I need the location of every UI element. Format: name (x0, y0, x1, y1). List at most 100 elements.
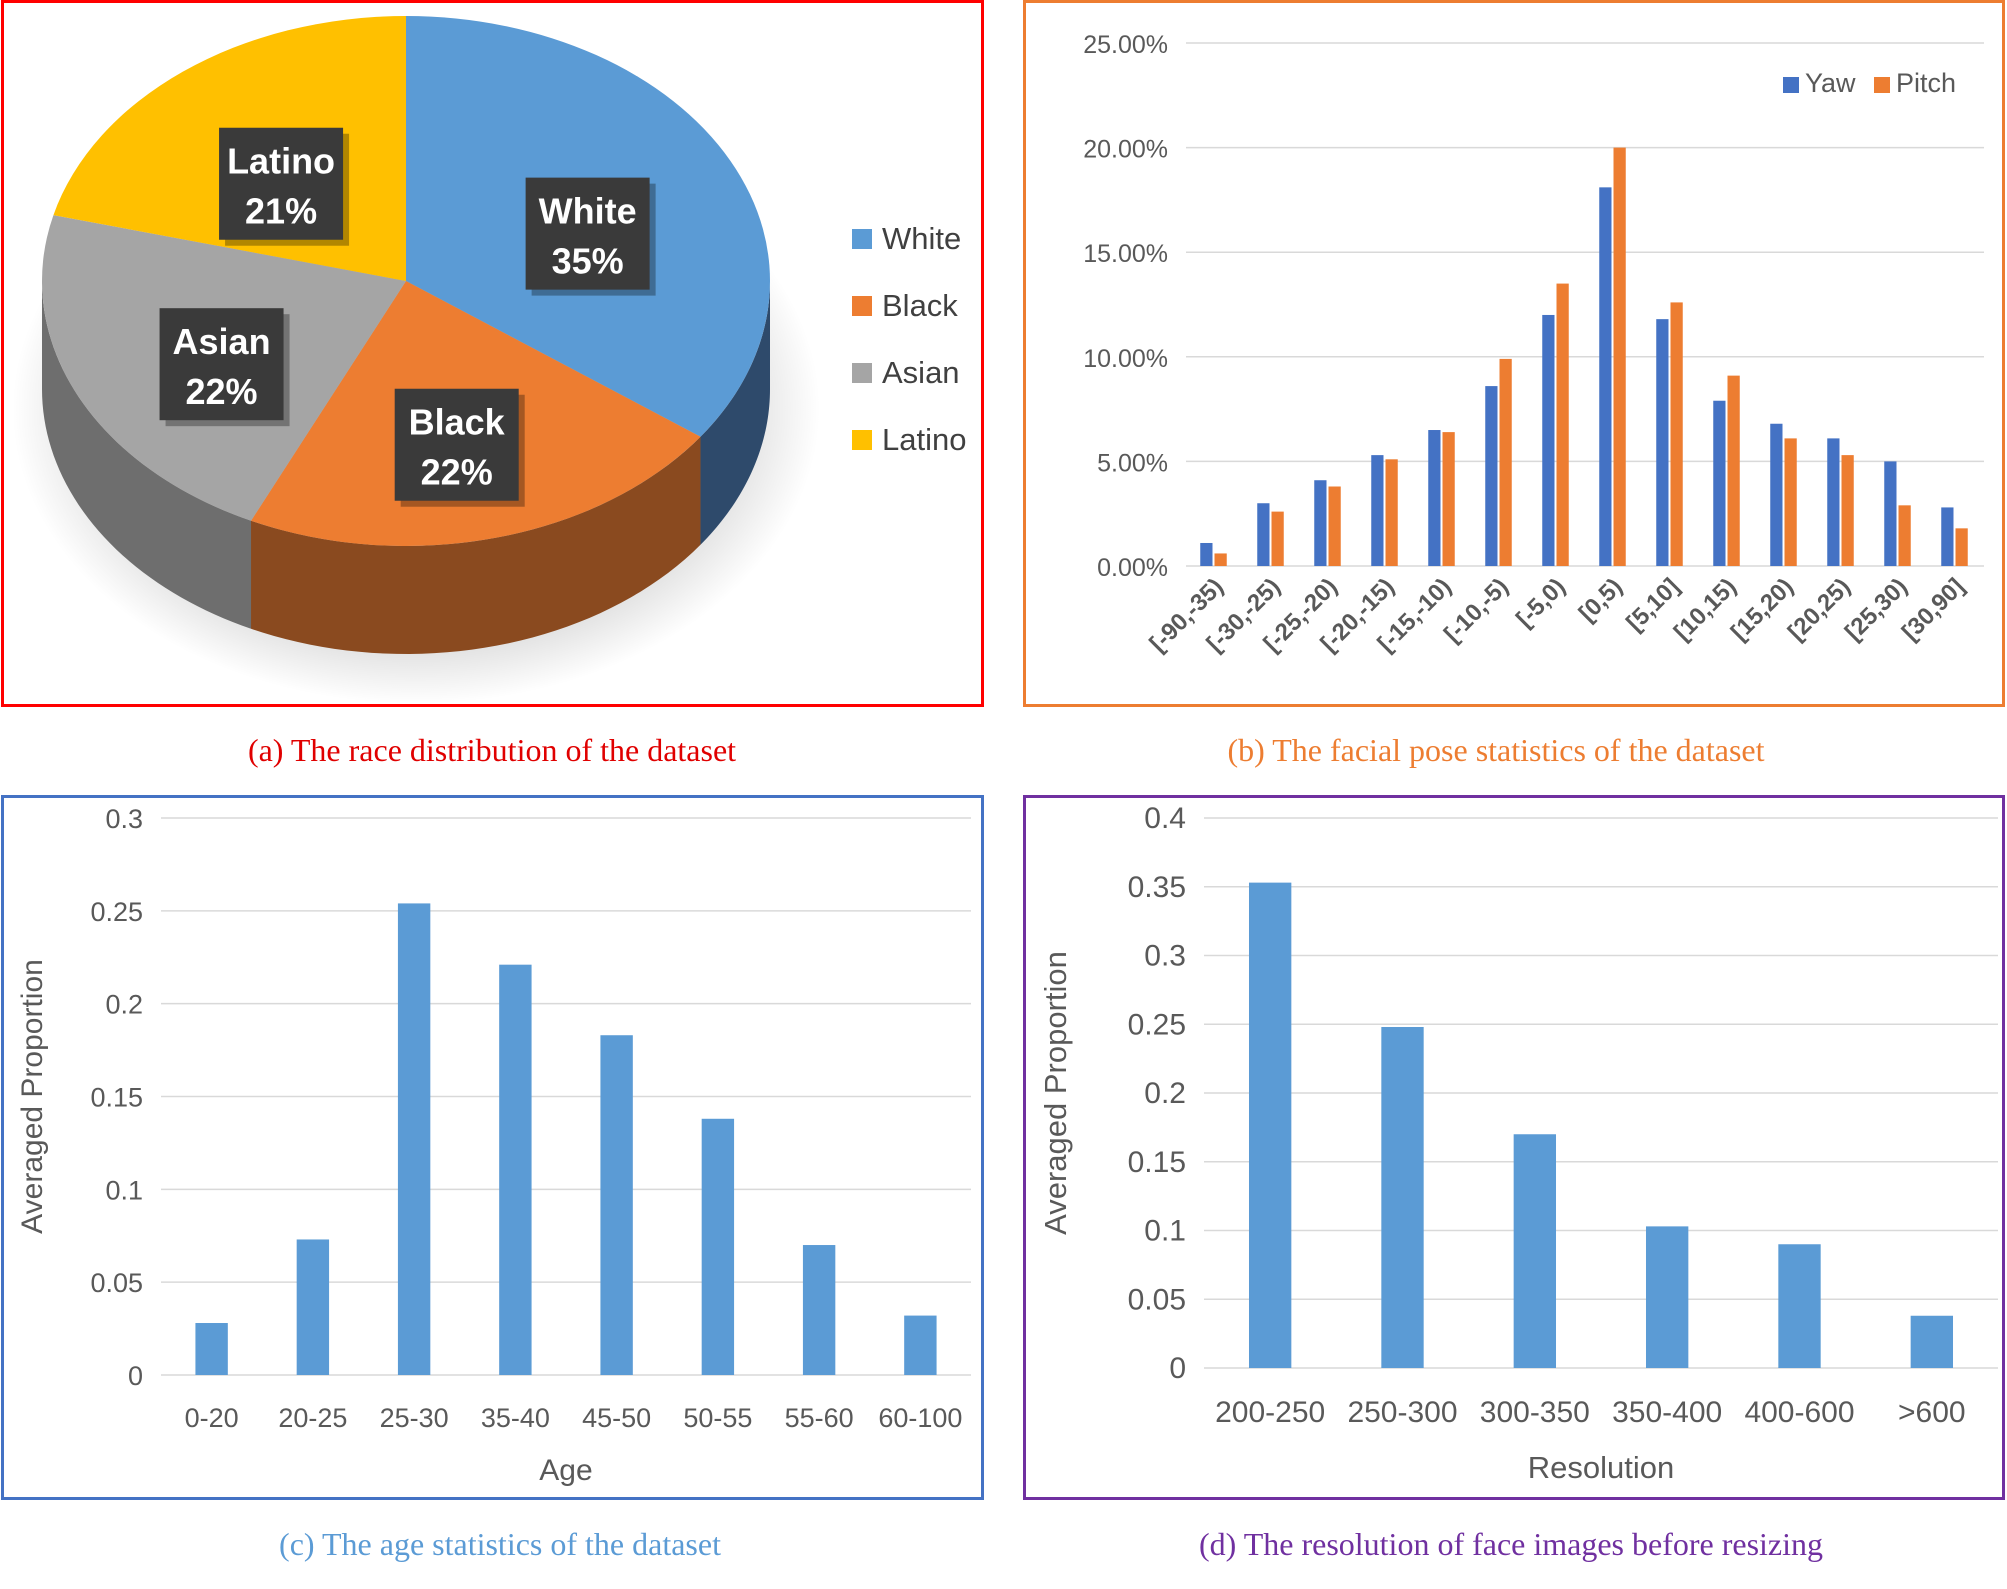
legend-swatch-yaw (1783, 77, 1799, 93)
bar-yaw-5-10 (1656, 319, 1669, 566)
pie-label-value-asian: 22% (186, 371, 258, 412)
bar-pitch-25-30 (1898, 505, 1911, 566)
x-tick-label: 250-300 (1347, 1396, 1457, 1429)
bar-35-40 (499, 964, 532, 1375)
y-tick-label: 25.00% (1083, 31, 1168, 59)
y-tick-label: 0.15 (1128, 1146, 1186, 1179)
caption-age-statistics: (c) The age statistics of the dataset (279, 1526, 721, 1562)
y-tick-label: 0.3 (1144, 940, 1186, 973)
pie-label-name-asian: Asian (173, 321, 271, 362)
bar-60-100 (904, 1315, 937, 1375)
x-tick-label: [30,90] (1897, 573, 1970, 646)
pie-label-value-latino: 21% (245, 191, 317, 232)
bar-yaw-25-30 (1884, 461, 1897, 566)
bar-yaw-15-10 (1428, 430, 1441, 566)
bar-pitch-0-5 (1613, 147, 1626, 566)
y-tick-label: 0.1 (1144, 1215, 1186, 1248)
legend-swatch-black (852, 296, 872, 316)
bar-yaw-20-25 (1827, 438, 1840, 566)
y-tick-label: 0.2 (105, 990, 143, 1020)
legend-label-white: White (882, 221, 961, 256)
bar-yaw-25-20 (1314, 480, 1327, 566)
bar-50-55 (701, 1118, 735, 1375)
legend-label-latino: Latino (882, 422, 966, 457)
y-tick-label: 0.15 (90, 1083, 143, 1113)
x-tick-label: [0,5) (1574, 573, 1628, 627)
y-tick-label: 0.00% (1097, 554, 1168, 582)
pie-side-asian (42, 281, 252, 629)
bar-yaw-90-35 (1200, 542, 1213, 566)
bar-yaw-20-15 (1371, 455, 1384, 566)
y-tick-label: 20.00% (1083, 136, 1168, 164)
caption-resolution: (d) The resolution of face images before… (1198, 1526, 1824, 1562)
bar-pitch-30-25 (1271, 511, 1284, 566)
pie-label-box-latino (219, 127, 344, 240)
panel-facial-pose: 0.00% 5.00% 10.00% 15.00% 20.00% 25.00% [-90,-… (1023, 0, 2005, 707)
bar-yaw-10-15 (1713, 400, 1726, 566)
x-tick-label: 0-20 (185, 1403, 239, 1433)
bar-pitch-15-10 (1442, 432, 1455, 566)
x-tick-label: 50-55 (683, 1403, 752, 1433)
y-tick-label: 0.35 (1128, 871, 1186, 904)
legend-label-asian: Asian (882, 355, 960, 390)
y-tick-label: 0.4 (1144, 802, 1186, 835)
bar-600 (1910, 1315, 1954, 1368)
legend-swatch-pitch (1874, 77, 1890, 93)
y-tick-label: 0.3 (105, 804, 143, 834)
bar-pitch-20-15 (1385, 459, 1398, 566)
bar-yaw-10-5 (1485, 386, 1498, 566)
x-tick-label: 35-40 (481, 1403, 550, 1433)
pie-label-value-black: 22% (421, 452, 493, 493)
pie-label-box-black (394, 388, 519, 501)
x-tick-label: [15,20) (1726, 573, 1799, 646)
legend-label-pitch: Pitch (1896, 68, 1956, 98)
bar-pitch-25-20 (1328, 486, 1341, 566)
y-tick-label: 0 (128, 1361, 143, 1391)
panel-race-distribution: White 35% Black 22% Asian 22% Latino 21% White Bl… (1, 0, 984, 707)
x-tick-label: [10,15) (1669, 573, 1742, 646)
pie-label-box-white (525, 177, 650, 290)
bar-200-250 (1248, 882, 1292, 1368)
bar-25-30 (397, 903, 431, 1375)
y-tick-label: 0.05 (90, 1268, 143, 1298)
bar-pitch-5-10 (1670, 302, 1683, 566)
bar-yaw-5-0 (1542, 314, 1555, 566)
x-tick-label: [-5,0) (1511, 573, 1571, 633)
caption-facial-pose: (b) The facial pose statistics of the da… (1227, 732, 1765, 768)
bar-yaw-15-20 (1770, 423, 1783, 566)
bar-pitch-15-20 (1784, 438, 1797, 566)
bar-250-300 (1381, 1027, 1424, 1368)
x-tick-label: [20,25) (1783, 573, 1856, 646)
x-tick-label: 300-350 (1480, 1396, 1590, 1429)
pie-label-value-white: 35% (552, 241, 624, 282)
bar-yaw-30-25 (1257, 503, 1270, 566)
x-tick-label: 400-600 (1744, 1396, 1854, 1429)
x-axis-label: Resolution (1528, 1450, 1674, 1485)
x-tick-label: [25,30) (1840, 573, 1913, 646)
bar-pitch-90-35 (1214, 553, 1227, 566)
legend-label-yaw: Yaw (1805, 68, 1856, 98)
bar-400-600 (1778, 1244, 1821, 1368)
y-tick-label: 5.00% (1097, 449, 1168, 477)
y-tick-label: 0.2 (1144, 1077, 1186, 1110)
y-tick-label: 10.00% (1083, 345, 1168, 373)
y-tick-label: 15.00% (1083, 240, 1168, 268)
bar-pitch-10-5 (1499, 358, 1512, 566)
pie-label-box-asian (159, 308, 284, 421)
age-bar-chart: 0 0.05 0.1 0.15 0.2 0.25 0.3 0-20 20-25 25-30 35-4… (16, 804, 971, 1487)
legend-swatch-asian (852, 363, 872, 383)
bar-pitch-30-90 (1955, 528, 1968, 566)
caption-race-distribution: (a) The race distribution of the dataset (247, 732, 737, 768)
y-axis-label: Averaged Proportion (16, 959, 49, 1234)
bar-yaw-0-5 (1599, 187, 1612, 566)
legend-swatch-white (852, 229, 872, 249)
y-tick-label: 0.25 (90, 897, 143, 927)
bar-300-350 (1513, 1134, 1557, 1368)
bar-20-25 (296, 1239, 330, 1375)
panel-age-statistics: 0 0.05 0.1 0.15 0.2 0.25 0.3 0-20 20-25 25-30 35-4… (1, 795, 984, 1500)
bar-pitch-20-25 (1841, 455, 1854, 566)
resolution-bar-chart: 0 0.05 0.1 0.15 0.2 0.25 0.3 0.35 0.4 200-250 250-… (1038, 802, 1998, 1485)
x-tick-label: 55-60 (785, 1403, 854, 1433)
bar-0-20 (195, 1323, 228, 1375)
y-tick-label: 0.1 (105, 1175, 143, 1205)
